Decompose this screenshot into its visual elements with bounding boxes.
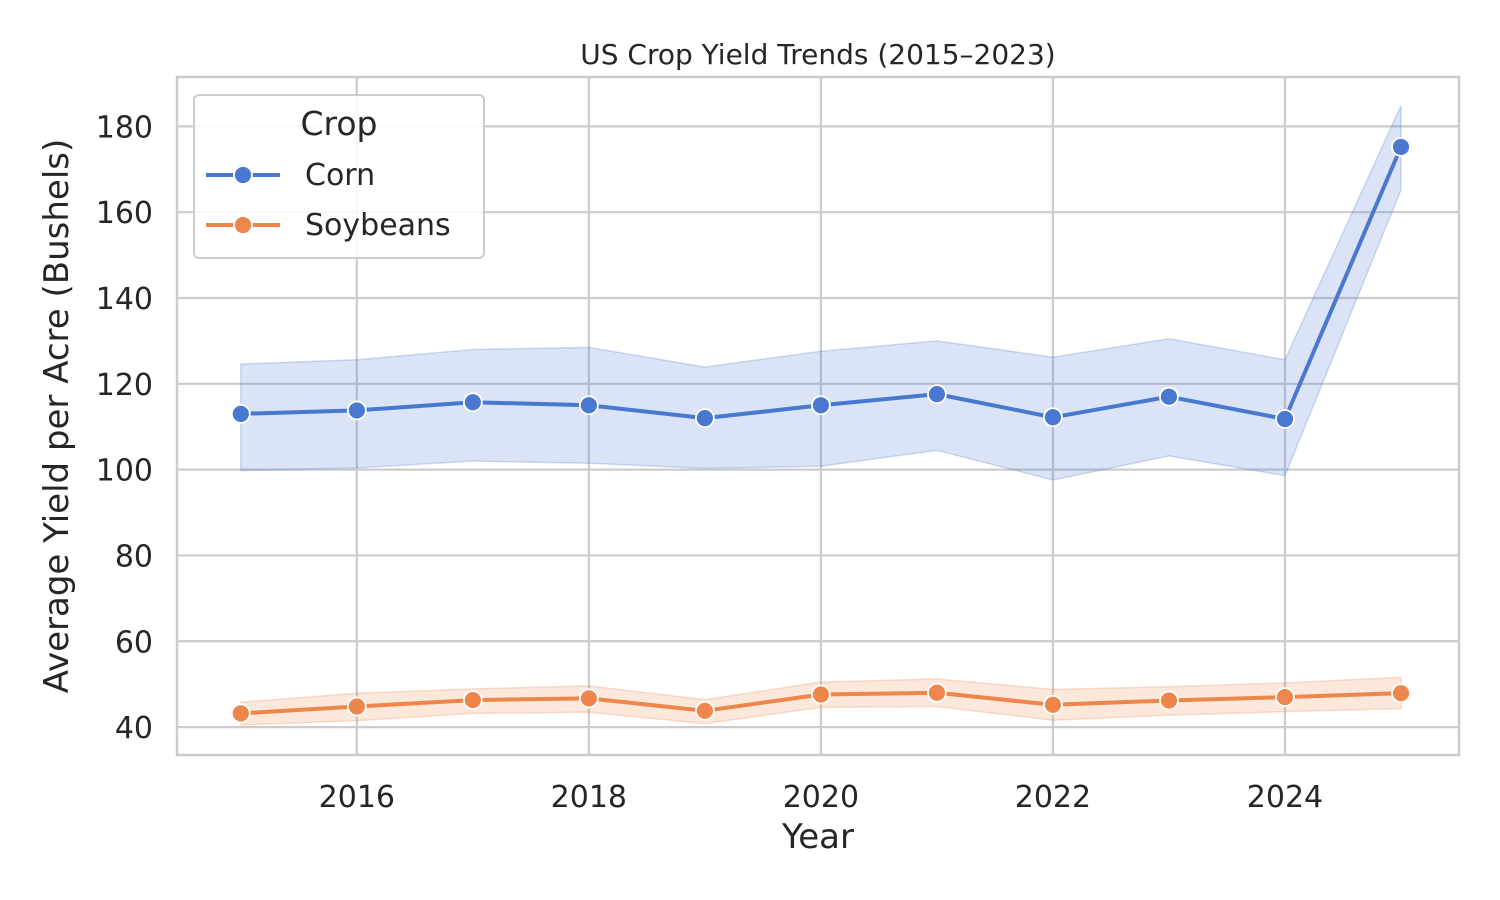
soybeans-point	[1275, 687, 1295, 707]
corn-point	[1275, 409, 1295, 429]
x-tick-label: 2024	[1247, 780, 1323, 815]
x-tick-labels: 2016 2018 2020 2022 2024	[319, 780, 1324, 815]
x-tick-label: 2022	[1015, 780, 1091, 815]
y-tick-label: 120	[96, 368, 153, 403]
chart-title: US Crop Yield Trends (2015–2023)	[580, 38, 1055, 71]
grid	[177, 77, 1459, 755]
y-tick-label: 40	[115, 711, 153, 746]
x-tick-label: 2020	[783, 780, 859, 815]
x-tick-label: 2016	[319, 780, 395, 815]
legend-title: Crop	[300, 104, 377, 143]
corn-point	[578, 395, 599, 416]
plot-frame	[175, 75, 1461, 757]
corn-point	[1043, 407, 1063, 428]
corn-point	[811, 395, 831, 416]
y-tick-label: 160	[96, 196, 153, 231]
y-tick-label: 180	[96, 110, 153, 145]
soybeans-point	[346, 696, 367, 717]
y-tick-label: 80	[115, 539, 153, 574]
soybeans-point	[927, 682, 947, 703]
soybeans-point	[1043, 694, 1063, 715]
y-tick-label: 100	[96, 454, 153, 489]
x-tick-label: 2018	[551, 780, 627, 815]
series-points	[230, 137, 1411, 724]
soybeans-point	[694, 700, 715, 721]
soybeans-point	[811, 684, 831, 705]
soybeans-legend-marker	[233, 215, 253, 235]
corn-point	[346, 400, 367, 421]
corn-legend-marker	[233, 165, 253, 185]
soybeans-legend-label: Soybeans	[305, 208, 451, 243]
corn-point	[230, 403, 251, 424]
legend: Crop Corn Soybeans	[193, 94, 485, 259]
y-tick-label: 60	[115, 625, 153, 660]
soybeans-point	[578, 688, 599, 709]
corn-point	[927, 384, 947, 405]
x-axis-title: Year	[781, 817, 854, 857]
corn-point	[462, 392, 483, 413]
y-tick-label: 140	[96, 282, 153, 317]
soybeans-point	[1391, 683, 1411, 704]
corn-point	[694, 408, 715, 429]
soybeans-point	[462, 690, 483, 710]
soybeans-point	[1159, 690, 1179, 711]
y-tick-labels: 40 60 80 100 120 140 160 180	[96, 110, 153, 746]
soybeans-point	[230, 703, 251, 724]
corn-confidence-band	[240, 105, 1402, 481]
legend-box	[193, 94, 485, 259]
corn-legend-label: Corn	[305, 158, 375, 193]
corn-point	[1159, 386, 1179, 407]
corn-point	[1391, 137, 1411, 157]
y-axis-title: Average Yield per Acre (Bushels)	[37, 139, 77, 694]
